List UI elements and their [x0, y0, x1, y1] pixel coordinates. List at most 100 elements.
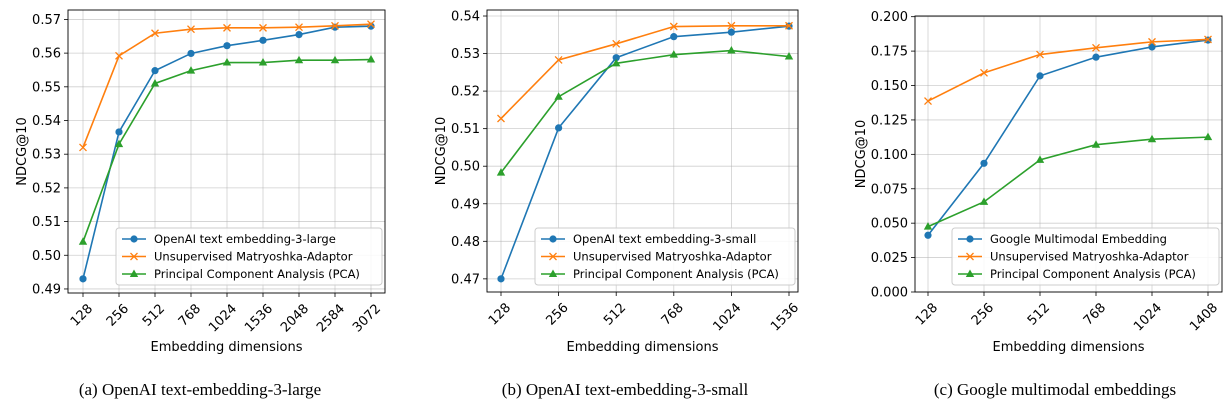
data-point — [670, 33, 678, 41]
data-point — [669, 50, 678, 58]
legend-box — [115, 227, 383, 286]
y-tick-label: 0.150 — [871, 79, 908, 94]
y-tick-label: 0.47 — [451, 272, 480, 287]
x-tick-label: 128 — [486, 300, 514, 328]
x-tick-label: 512 — [1025, 300, 1053, 328]
data-point — [497, 275, 505, 283]
series-line-0 — [927, 39, 1209, 236]
series-line-0 — [500, 25, 790, 280]
data-point — [1092, 43, 1100, 52]
data-point — [669, 22, 678, 31]
x-tick-label: 3072 — [350, 301, 384, 335]
series-line-2 — [500, 49, 790, 174]
chart-panel-1: 128 256 512 768 1024 1536 2048 2584 3072 0.49 0.50… — [15, 9, 386, 399]
data-point — [979, 197, 989, 205]
plot-frame — [486, 9, 799, 293]
data-point — [223, 42, 231, 50]
x-tick-label: 512 — [140, 301, 168, 329]
data-point — [612, 39, 621, 48]
data-point — [259, 23, 267, 32]
x-tick-label: 1024 — [206, 301, 240, 335]
data-point — [554, 92, 563, 100]
y-tick-label: 0.075 — [871, 182, 908, 197]
chart-panel-2: 128 256 512 768 1024 1536 0.47 0.48 0.49 0.50 0.51… — [434, 10, 802, 399]
data-point — [554, 55, 563, 64]
data-point — [1091, 140, 1101, 148]
x-tick-label: 768 — [176, 301, 204, 329]
x-tick-label: 1024 — [1131, 300, 1165, 334]
y-tick-label: 0.175 — [871, 45, 908, 60]
legend-marker — [129, 269, 139, 277]
panel-caption: (b) OpenAI text-embedding-3-small — [502, 380, 749, 399]
y-tick-label: 0.100 — [871, 148, 908, 163]
data-point — [727, 28, 736, 36]
y-axis-label: NDCG@10 — [854, 120, 869, 188]
data-point — [612, 58, 621, 67]
y-tick-label: 0.200 — [871, 10, 908, 25]
y-tick-label: 0.50 — [451, 160, 480, 175]
legend-marker — [966, 252, 974, 261]
data-point — [79, 275, 87, 283]
x-tick-label: 256 — [543, 300, 571, 328]
data-point — [784, 52, 794, 60]
data-point — [331, 21, 339, 30]
data-point — [1036, 72, 1044, 80]
legend-label: Principal Component Analysis (PCA) — [990, 267, 1196, 281]
data-point — [78, 237, 88, 245]
y-axis-label: NDCG@10 — [15, 117, 30, 185]
data-point — [186, 66, 196, 74]
legend-marker — [549, 252, 557, 261]
y-tick-label: 0.125 — [871, 113, 908, 128]
data-point — [612, 54, 620, 62]
y-tick-label: 0.52 — [451, 85, 480, 100]
data-point — [115, 128, 123, 136]
legend-marker — [130, 235, 138, 243]
data-point — [79, 143, 87, 152]
data-point — [366, 55, 376, 63]
x-axis-label: Embedding dimensions — [567, 340, 719, 355]
x-axis-label: Embedding dimensions — [151, 340, 303, 355]
y-tick-label: 0.53 — [451, 47, 480, 62]
legend-box — [534, 227, 796, 286]
x-axis-label: Embedding dimensions — [993, 340, 1145, 355]
panel-caption: (a) OpenAI text-embedding-3-large — [79, 380, 321, 399]
legend-marker — [549, 235, 557, 243]
data-point — [330, 55, 340, 64]
data-point — [223, 23, 231, 32]
x-tick-label: 128 — [68, 301, 96, 329]
data-point — [785, 21, 793, 30]
data-point — [115, 51, 123, 60]
y-tick-label: 0.56 — [32, 47, 61, 62]
y-tick-label: 0.000 — [871, 286, 908, 301]
legend-marker — [548, 269, 558, 277]
panel-caption: (c) Google multimodal embeddings — [934, 380, 1176, 399]
y-tick-label: 0.48 — [451, 235, 480, 250]
y-tick-label: 0.55 — [32, 80, 61, 95]
data-point — [1204, 35, 1212, 44]
series-line-2 — [927, 136, 1209, 228]
data-point — [187, 25, 195, 34]
x-tick-label: 768 — [659, 300, 687, 328]
data-point — [555, 124, 563, 132]
data-point — [294, 55, 304, 64]
y-tick-label: 0.52 — [32, 181, 61, 196]
x-tick-label: 768 — [1081, 300, 1109, 328]
data-point — [980, 159, 988, 167]
x-tick-label: 1536 — [768, 300, 802, 334]
legend-label: Unsupervised Matryoshka-Adaptor — [990, 250, 1189, 264]
legend-marker — [966, 235, 974, 243]
y-axis-label: NDCG@10 — [434, 117, 449, 185]
data-point — [727, 21, 736, 30]
data-point — [1092, 53, 1100, 61]
data-point — [331, 23, 339, 31]
data-point — [295, 23, 303, 32]
y-tick-label: 0.57 — [32, 13, 61, 28]
legend-label: Google Multimodal Embedding — [990, 232, 1167, 246]
y-tick-label: 0.50 — [32, 249, 61, 264]
series-line-1 — [500, 24, 789, 120]
y-tick-label: 0.53 — [32, 148, 61, 163]
data-point — [497, 114, 505, 123]
legend-label: Unsupervised Matryoshka-Adaptor — [573, 250, 772, 264]
data-point — [259, 36, 267, 44]
data-point — [1035, 155, 1045, 163]
